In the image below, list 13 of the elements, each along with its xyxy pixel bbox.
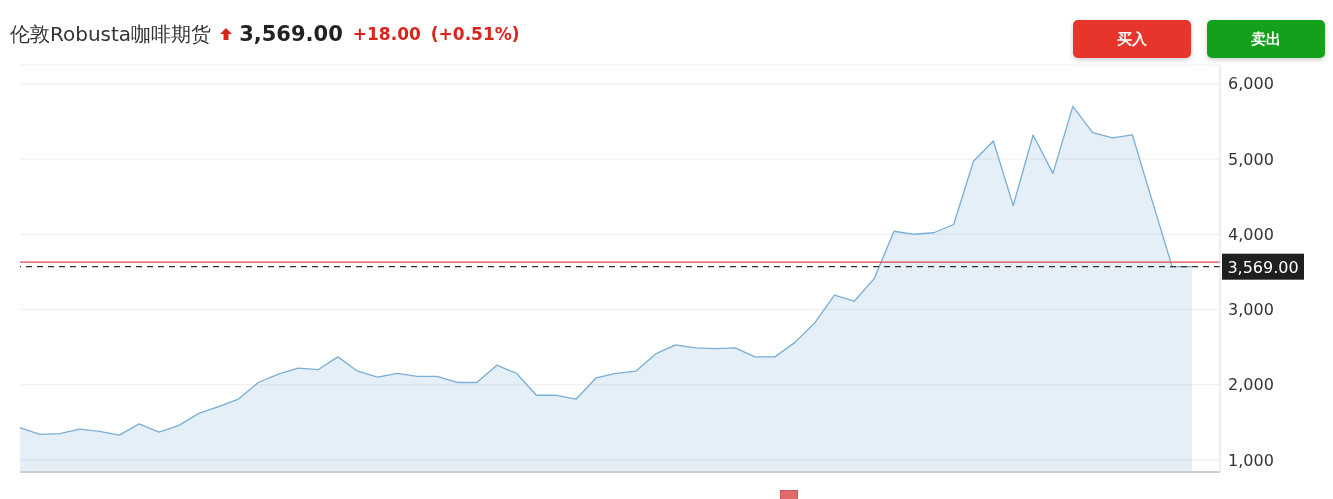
text: 买入	[1073, 20, 1191, 58]
y-tick-label: 4,000	[1228, 224, 1274, 244]
y-tick-label: 1,000	[1228, 450, 1274, 470]
y-tick-label: 6,000	[1228, 74, 1274, 94]
chart-title: 伦敦Robusta咖啡期货	[10, 20, 212, 48]
text: (+0.51%)	[430, 24, 520, 44]
y-tick-label: 2,000	[1228, 375, 1274, 395]
y-tick-label: 3,000	[1228, 300, 1274, 320]
y-tick-label: 5,000	[1228, 149, 1274, 169]
text: +18.00	[352, 24, 421, 44]
text: 卖出	[1207, 20, 1325, 58]
ref-line-label: 3,569.00	[1227, 257, 1299, 277]
chart-subtitle: 3,569.00	[239, 22, 343, 46]
